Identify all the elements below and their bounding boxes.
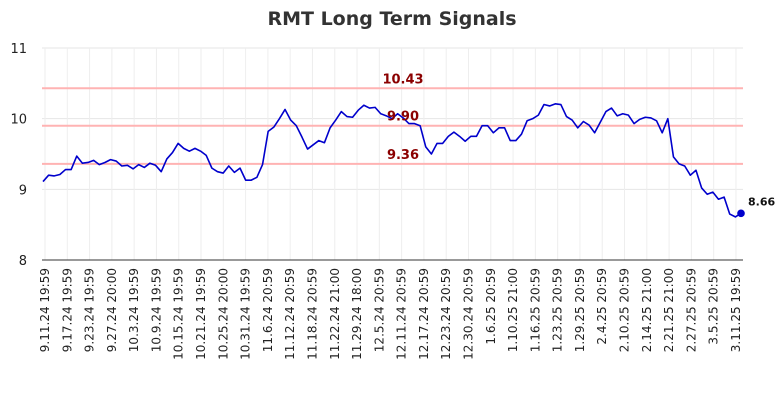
- last-point-marker: [737, 209, 745, 218]
- x-tick-label: 1.16.25 20:59: [528, 268, 542, 352]
- y-tick-label: 10: [10, 113, 27, 128]
- x-tick-label: 12.17.24 20:59: [417, 268, 431, 360]
- x-tick-label: 1.10.25 21:00: [506, 268, 520, 352]
- x-tick-label: 2.10.25 20:59: [618, 268, 632, 352]
- x-tick-label: 9.23.24 19:59: [83, 268, 97, 352]
- chart-title: RMT Long Term Signals: [267, 8, 516, 30]
- x-tick-label: 3.5.25 20:59: [707, 268, 721, 345]
- reference-line-label: 9.36: [387, 148, 419, 163]
- x-tick-label: 11.22.24 21:00: [328, 268, 342, 360]
- x-tick-label: 12.23.24 20:59: [439, 268, 453, 360]
- x-tick-label: 1.23.25 20:59: [551, 268, 565, 352]
- x-tick-label: 1.29.25 20:59: [573, 268, 587, 352]
- x-tick-label: 10.31.24 19:59: [239, 268, 253, 360]
- y-tick-label: 9: [19, 183, 27, 198]
- x-tick-label: 9.11.24 19:59: [38, 268, 52, 352]
- labels-layer: 10.43 9.90 9.36 8.66: [382, 72, 775, 208]
- x-tick-label: 12.30.24 20:59: [461, 268, 475, 360]
- x-tick-label: 2.14.25 21:00: [640, 268, 654, 352]
- x-tick-label: 9.17.24 19:59: [60, 268, 74, 352]
- grid-layer: [42, 47, 743, 261]
- y-tick-label: 8: [19, 254, 27, 269]
- x-tick-label: 1.6.25 20:59: [484, 268, 498, 345]
- axes: 8 9 10 11 9.11.24 19:59 9.17.24 19:59 9.23.24 …: [10, 42, 743, 360]
- reference-line-label: 9.90: [387, 110, 419, 125]
- x-tick-label: 11.29.24 18:00: [350, 268, 364, 360]
- x-tick-label: 11.6.24 20:59: [261, 268, 275, 352]
- x-tick-label: 2.21.25 21:00: [662, 268, 676, 352]
- x-tick-label: 11.18.24 20:59: [305, 268, 319, 360]
- x-tick-label: 2.27.25 20:59: [684, 268, 698, 352]
- x-tick-label: 12.5.24 20:59: [372, 268, 386, 352]
- x-tick-label: 12.11.24 20:59: [395, 268, 409, 360]
- x-tick-label: 10.3.24 19:59: [127, 268, 141, 352]
- y-tick-label: 11: [10, 42, 27, 57]
- series-line: [42, 103, 742, 218]
- x-tick-label: 11.12.24 20:59: [283, 268, 297, 360]
- x-tick-label: 10.15.24 19:59: [172, 268, 186, 360]
- x-tick-label: 3.11.25 19:59: [729, 268, 743, 352]
- x-tick-label: 9.27.24 20:00: [105, 268, 119, 352]
- x-tick-label: 2.4.25 20:59: [595, 268, 609, 345]
- x-tick-label: 10.9.24 19:59: [149, 268, 163, 352]
- x-tick-label: 10.21.24 19:59: [194, 268, 208, 360]
- reference-lines: [42, 87, 743, 165]
- last-value-label: 8.66: [748, 195, 775, 208]
- x-tick-label: 10.25.24 20:00: [216, 268, 230, 360]
- series-layer: [42, 103, 745, 218]
- reference-line-label: 10.43: [382, 72, 423, 87]
